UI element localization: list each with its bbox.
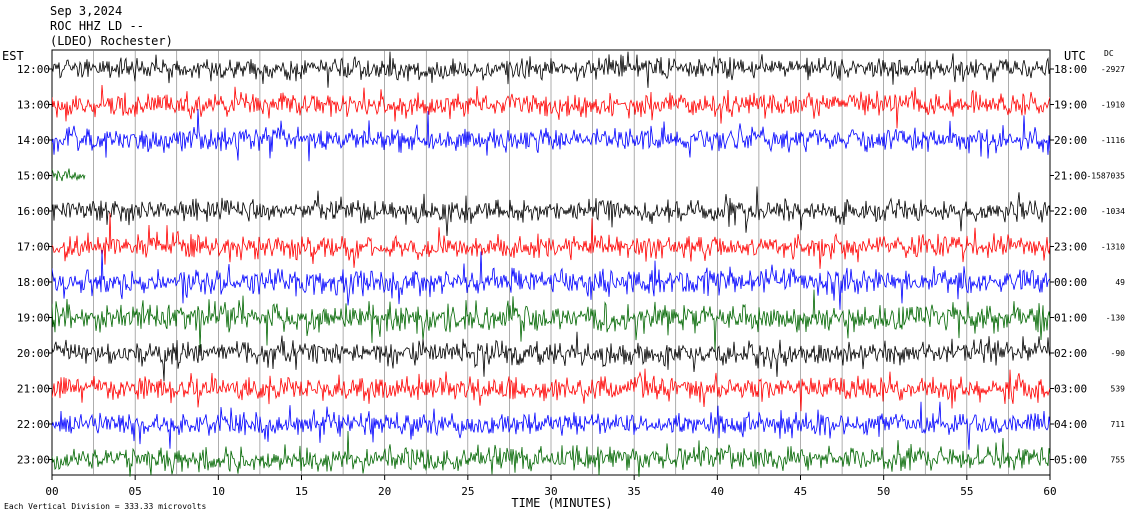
- trace-line: [52, 51, 1050, 88]
- left-axis-title: EST: [2, 49, 24, 63]
- x-tick-label: 15: [295, 485, 308, 498]
- seismic-traces: [52, 51, 1050, 477]
- est-hour-label: 12:00: [17, 63, 50, 76]
- est-hour-label: 14:00: [17, 134, 50, 147]
- header-station: ROC HHZ LD --: [50, 19, 144, 33]
- trace-line: [52, 108, 1050, 162]
- est-hour-label: 23:00: [17, 454, 50, 467]
- header-network: (LDEO) Rochester): [50, 34, 173, 48]
- hour-labels: 12:00 18:00 -2927 13:00 19:00 -1910 14:00 20:00…: [17, 63, 1125, 467]
- utc-hour-label: 03:00: [1054, 383, 1087, 396]
- utc-hour-label: 20:00: [1054, 134, 1087, 147]
- utc-hour-label: 02:00: [1054, 347, 1087, 360]
- x-tick-label: 25: [461, 485, 474, 498]
- dc-offset-label: 755: [1111, 456, 1126, 465]
- est-hour-label: 13:00: [17, 99, 50, 112]
- dc-offset-label: -90: [1111, 349, 1126, 358]
- est-hour-label: 20:00: [17, 347, 50, 360]
- utc-hour-label: 18:00: [1054, 63, 1087, 76]
- trace-line: [52, 84, 1050, 129]
- est-hour-label: 21:00: [17, 383, 50, 396]
- est-hour-label: 16:00: [17, 205, 50, 218]
- est-hour-label: 19:00: [17, 312, 50, 325]
- utc-hour-label: 01:00: [1054, 312, 1087, 325]
- trace-line: [52, 368, 1050, 412]
- x-tick-label: 60: [1043, 485, 1056, 498]
- dc-offset-label: -1116: [1101, 136, 1125, 145]
- header-date: Sep 3,2024: [50, 4, 122, 18]
- right-axis-title: UTC: [1064, 49, 1086, 63]
- x-tick-label: 10: [212, 485, 225, 498]
- trace-line: [52, 249, 1050, 310]
- vertical-grid: [93, 50, 1009, 475]
- x-tick-label: 45: [794, 485, 807, 498]
- utc-hour-label: 04:00: [1054, 418, 1087, 431]
- dc-offset-label: -130: [1106, 314, 1125, 323]
- dc-offset-label: 539: [1111, 385, 1126, 394]
- est-hour-label: 17:00: [17, 241, 50, 254]
- utc-hour-label: 05:00: [1054, 454, 1087, 467]
- est-hour-label: 22:00: [17, 418, 50, 431]
- x-tick-label: 55: [960, 485, 973, 498]
- utc-hour-label: 23:00: [1054, 241, 1087, 254]
- trace-line: [52, 212, 1050, 269]
- dc-offset-label: -1310: [1101, 243, 1125, 252]
- x-tick-label: 00: [45, 485, 58, 498]
- trace-line: [52, 186, 1050, 237]
- trace-line: [52, 401, 1050, 450]
- minute-ticks: 00 05 10 15 20 25 30 35 40 45 50 55 60: [45, 475, 1057, 498]
- scale-note: Each Vertical Division = 333.33 microvol…: [4, 502, 206, 511]
- trace-line: [52, 289, 1050, 352]
- utc-hour-label: 00:00: [1054, 276, 1087, 289]
- x-tick-label: 30: [544, 485, 557, 498]
- dc-offset-label: -1587035: [1086, 172, 1125, 181]
- utc-hour-label: 21:00: [1054, 170, 1087, 183]
- est-hour-label: 15:00: [17, 170, 50, 183]
- x-tick-label: 05: [129, 485, 142, 498]
- utc-hour-label: 22:00: [1054, 205, 1087, 218]
- trace-line: [52, 168, 86, 182]
- est-hour-label: 18:00: [17, 276, 50, 289]
- utc-hour-label: 19:00: [1054, 99, 1087, 112]
- dc-offset-label: -1910: [1101, 101, 1125, 110]
- x-tick-label: 50: [877, 485, 890, 498]
- dc-offset-label: 711: [1111, 420, 1126, 429]
- trace-line: [52, 430, 1050, 477]
- dc-offset-label: -1034: [1101, 207, 1125, 216]
- x-tick-label: 40: [711, 485, 724, 498]
- trace-line: [52, 331, 1050, 382]
- dc-offset-label: 49: [1115, 278, 1125, 287]
- x-tick-label: 20: [378, 485, 391, 498]
- dc-offset-label: -2927: [1101, 65, 1125, 74]
- x-tick-label: 35: [628, 485, 641, 498]
- x-axis-label: TIME (MINUTES): [511, 496, 612, 510]
- dc-column-title: DC: [1104, 49, 1114, 58]
